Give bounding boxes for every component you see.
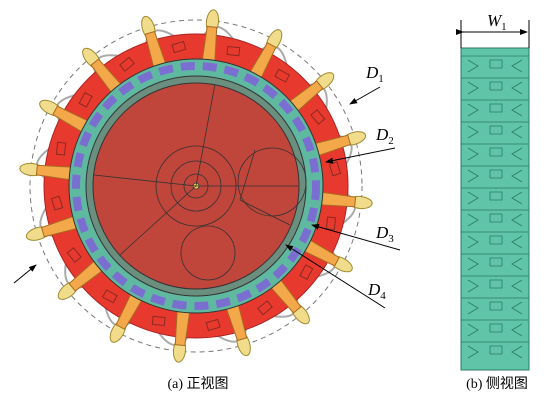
side-body xyxy=(461,48,529,370)
blade xyxy=(321,192,356,206)
label-d2: D2 xyxy=(375,125,394,147)
blade xyxy=(36,165,71,179)
label-d1: D1 xyxy=(365,63,384,85)
figure: D1 D2 D3 D4 (a) 正视图 W1 (b) 侧视图 xyxy=(0,0,549,395)
blade xyxy=(202,26,216,61)
caption-a: (a) 正视图 xyxy=(167,376,228,392)
blade xyxy=(175,311,189,346)
label-d4: D4 xyxy=(367,280,386,302)
label-d3: D3 xyxy=(375,223,394,245)
caption-b: (b) 侧视图 xyxy=(466,376,528,392)
side-view: W1 (b) 侧视图 xyxy=(461,11,529,392)
front-view: D1 D2 D3 D4 (a) 正视图 xyxy=(14,9,400,392)
label-w1: W1 xyxy=(487,11,507,33)
